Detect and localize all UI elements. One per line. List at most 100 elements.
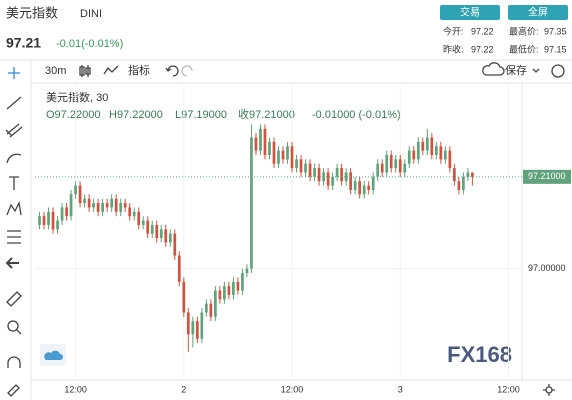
candle-body [421, 141, 425, 151]
candle-body [42, 216, 46, 225]
candle-body [416, 141, 420, 160]
candle-body [245, 268, 249, 274]
stat-label: 最低价: [509, 43, 539, 54]
candle-body [268, 141, 271, 155]
indicators[interactable]: 指标 [128, 63, 150, 77]
x-tick-label: 2 [181, 384, 186, 394]
stat-label: 今开: [443, 25, 464, 36]
stat-value: 97.22 [471, 44, 494, 54]
candle-body [394, 159, 398, 169]
candle-body [74, 185, 77, 195]
chart-type-icon[interactable] [79, 65, 91, 77]
candle-body [123, 203, 127, 208]
candle-body [367, 185, 371, 190]
candle-body [434, 146, 438, 155]
x-tick-label: 12:00 [497, 384, 520, 394]
legend-ohlc: O97.22000 [46, 109, 100, 121]
fullscreen-label[interactable]: 全屏 [528, 6, 548, 19]
candle-body [313, 168, 316, 177]
candle-body [132, 211, 136, 217]
candle-body [272, 141, 276, 164]
undo-icon[interactable] [165, 65, 179, 77]
candle-body [51, 211, 55, 230]
save[interactable]: 保存 [505, 63, 527, 77]
legend-name: 美元指数, 30 [46, 90, 108, 104]
dropdown-icon[interactable] [532, 68, 540, 73]
candle-body [146, 220, 150, 234]
legend-ohlc: 收97.21000 [238, 107, 295, 121]
crosshair-tool[interactable] [8, 67, 20, 79]
candle-body [87, 198, 91, 208]
back-tool[interactable] [5, 257, 19, 269]
candle-body [168, 233, 172, 243]
candle-body [308, 163, 312, 177]
x-tick-label: 3 [398, 384, 403, 394]
candle-body [317, 168, 321, 182]
candle-body [448, 150, 452, 169]
candle-body [290, 146, 294, 169]
candle-body [209, 303, 213, 317]
price: 97.21 [6, 35, 41, 51]
ruler-tool[interactable] [6, 291, 22, 307]
candle-body [65, 207, 68, 217]
candle-body [218, 290, 222, 300]
candle-body [349, 172, 353, 190]
axis-settings-icon[interactable] [543, 384, 555, 396]
candle-body [241, 273, 244, 291]
fib-tool[interactable] [7, 230, 21, 244]
trade-label[interactable]: 交易 [460, 6, 480, 19]
candle-body [443, 150, 447, 160]
indicator-icon[interactable] [103, 65, 119, 75]
axis-settings-icon[interactable] [545, 386, 553, 394]
pattern-tool[interactable] [6, 200, 22, 216]
candle-body [362, 185, 366, 195]
candle-body [159, 229, 163, 239]
candle-body [110, 198, 114, 208]
brush-tool[interactable] [6, 153, 22, 164]
settings-icon[interactable] [551, 64, 565, 78]
candle-body [47, 211, 50, 225]
left-toolbar [5, 67, 23, 397]
candle-body [38, 216, 41, 225]
candle-body [96, 203, 100, 212]
watermark: FX168 [447, 342, 512, 367]
redo-icon[interactable] [181, 65, 193, 77]
candle-body [56, 220, 59, 230]
candle-body [430, 137, 434, 155]
candle-body [295, 159, 298, 169]
candle-body [286, 146, 289, 160]
candle-body [204, 303, 208, 313]
text-tool[interactable] [9, 176, 19, 190]
zoom-tool[interactable] [7, 320, 22, 335]
candle-body [254, 137, 258, 151]
candle-body [137, 211, 141, 225]
cloud-icon[interactable] [482, 62, 505, 76]
candle-body [227, 286, 231, 295]
candle-body [83, 198, 86, 204]
candle-body [236, 281, 240, 291]
pitchfork-tool[interactable] [5, 123, 23, 138]
trade-button[interactable] [440, 5, 500, 20]
candle-body [186, 312, 190, 335]
stat-label: 昨收: [443, 43, 464, 54]
legend-change: -0.01000 (-0.01%) [312, 109, 401, 121]
magnet-tool[interactable] [7, 356, 21, 368]
fullscreen-button[interactable] [508, 5, 568, 20]
interval[interactable]: 30m [45, 65, 66, 77]
line-tool[interactable] [6, 96, 22, 110]
lock-tool[interactable] [7, 384, 20, 397]
candle-body [182, 281, 186, 313]
candle-body [425, 137, 429, 151]
candle-body [457, 181, 461, 190]
candle-body [114, 198, 118, 212]
candle-body [101, 203, 104, 212]
candle-body [195, 321, 199, 339]
candle-body [371, 176, 375, 190]
stat-value: 97.22 [471, 26, 494, 36]
candle-body [299, 159, 303, 173]
logo-cloud [44, 350, 63, 360]
candle-body [164, 229, 168, 243]
candle-body [277, 150, 280, 164]
symbol: DINI [80, 8, 102, 20]
